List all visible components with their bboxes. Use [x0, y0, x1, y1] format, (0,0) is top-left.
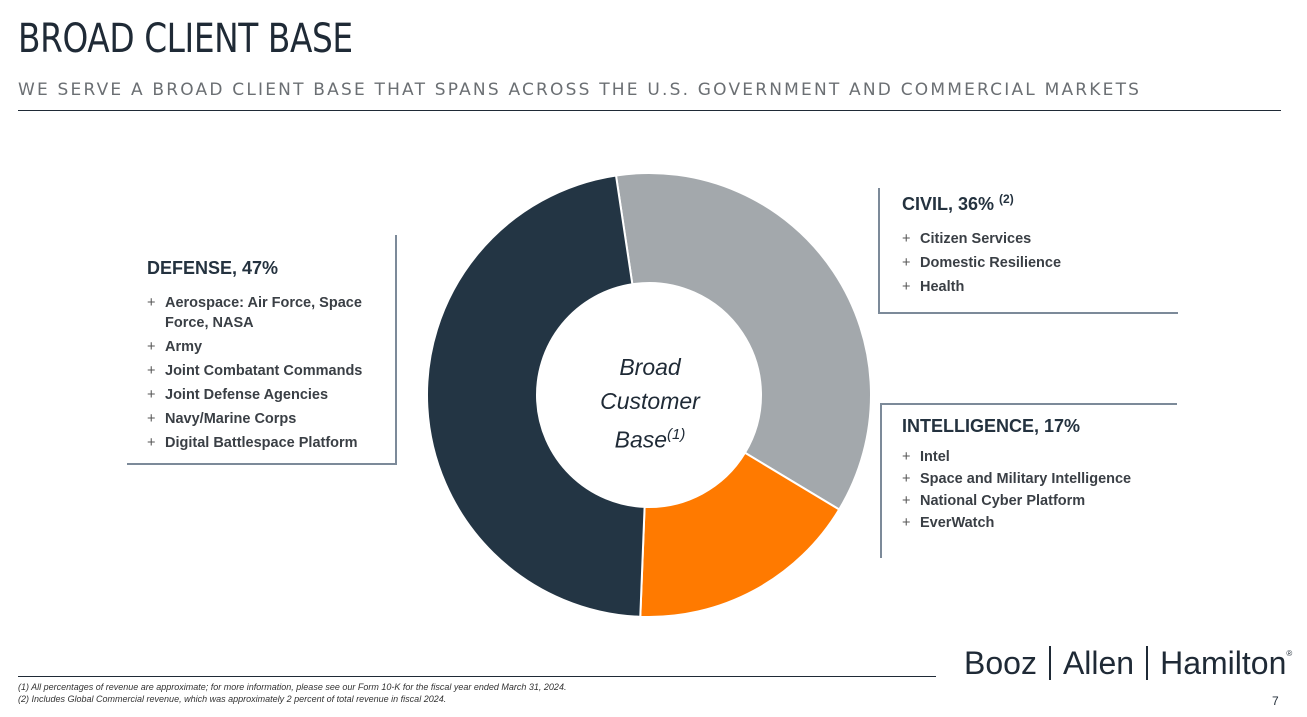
plus-icon: + — [902, 449, 911, 465]
defense-heading: DEFENSE, 47% — [147, 258, 279, 278]
defense-list: + Aerospace: Air Force, Space Force, NASA… — [147, 293, 382, 453]
defense-segment-panel: DEFENSE, 47% + Aerospace: Air Force, Spac… — [147, 258, 382, 457]
donut-center-label: Broad Customer Base(1) — [570, 350, 730, 457]
plus-icon: + — [147, 363, 156, 379]
list-item: + Health — [902, 279, 965, 295]
center-label-line1: Broad — [619, 354, 681, 380]
page-number: 7 — [1272, 694, 1279, 708]
civil-frame-horizontal — [878, 312, 1178, 314]
center-label-line2: Customer — [600, 388, 700, 414]
logo-word-3: Hamilton — [1160, 645, 1287, 681]
list-item: + Digital Battlespace Platform — [147, 435, 358, 451]
list-item: + Space and Military Intelligence — [902, 471, 1132, 487]
plus-icon: + — [902, 279, 911, 295]
footnote-1: (1) All percentages of revenue are appro… — [18, 682, 567, 692]
civil-list: + Citizen Services + Domestic Resilience +… — [902, 229, 1162, 297]
donut-slice-intelligence — [639, 451, 841, 618]
civil-footnote-ref: (2) — [999, 192, 1014, 206]
intelligence-frame-horizontal — [880, 403, 1177, 405]
plus-icon: + — [147, 435, 156, 451]
list-item: + Joint Defense Agencies — [147, 387, 329, 403]
plus-icon: + — [902, 515, 911, 531]
donut-slice-civil — [614, 172, 872, 511]
page-title: BROAD CLIENT BASE — [18, 16, 353, 62]
list-item: + Citizen Services — [902, 231, 1032, 247]
list-item: + Intel — [902, 449, 950, 465]
civil-heading: CIVIL, 36% — [902, 194, 995, 214]
intelligence-frame-vertical — [880, 403, 882, 558]
plus-icon: + — [902, 471, 911, 487]
list-item: + Joint Combatant Commands — [147, 363, 363, 379]
defense-frame-vertical — [395, 235, 397, 465]
page-subtitle: WE SERVE A BROAD CLIENT BASE THAT SPANS … — [18, 80, 1142, 100]
footer-divider — [18, 676, 936, 677]
intelligence-segment-panel: INTELLIGENCE, 17% + Intel + Space and Mili… — [902, 416, 1172, 535]
civil-segment-panel: CIVIL, 36% (2) + Citizen Services + Domest… — [902, 192, 1162, 301]
plus-icon: + — [147, 339, 156, 355]
logo-separator — [1048, 646, 1051, 680]
logo-word-1: Booz — [964, 645, 1037, 681]
registered-mark: ® — [1286, 649, 1293, 658]
center-label-footnote-ref: (1) — [667, 426, 686, 443]
plus-icon: + — [147, 387, 156, 403]
list-item: + National Cyber Platform — [902, 493, 1086, 509]
plus-icon: + — [902, 493, 911, 509]
civil-frame-vertical — [878, 188, 880, 314]
defense-frame-horizontal — [127, 463, 397, 465]
logo-separator — [1146, 646, 1149, 680]
company-logo: Booz Allen Hamilton® — [964, 645, 1292, 682]
plus-icon: + — [902, 255, 911, 271]
list-item: + Army — [147, 339, 203, 355]
footnote-2: (2) Includes Global Commercial revenue, … — [18, 694, 447, 704]
header-divider — [18, 110, 1281, 111]
plus-icon: + — [147, 295, 156, 311]
list-item: + Aerospace: Air Force, Space Force, NASA — [147, 295, 362, 331]
list-item: + Domestic Resilience — [902, 255, 1062, 271]
list-item: + EverWatch — [902, 515, 995, 531]
donut-slice-defense — [426, 174, 646, 618]
plus-icon: + — [147, 411, 156, 427]
plus-icon: + — [902, 231, 911, 247]
center-label-line3: Base — [614, 426, 668, 453]
logo-word-2: Allen — [1062, 645, 1135, 681]
list-item: + Navy/Marine Corps — [147, 411, 297, 427]
intelligence-heading: INTELLIGENCE, 17% — [902, 416, 1081, 436]
intelligence-list: + Intel + Space and Military Intelligence … — [902, 447, 1172, 533]
